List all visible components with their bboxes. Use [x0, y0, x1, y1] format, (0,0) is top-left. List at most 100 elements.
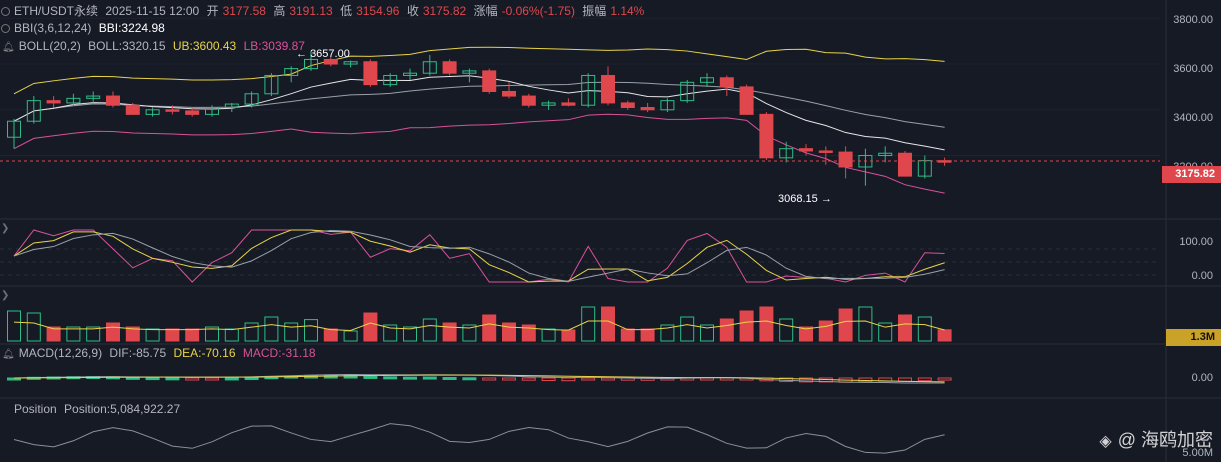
macd-bar	[799, 377, 813, 383]
volume-bar	[502, 322, 516, 342]
kdj-tick: 0.00	[1191, 270, 1213, 282]
macd-dea: DEA:-70.16	[173, 346, 236, 360]
macd-bar	[858, 377, 873, 383]
open-value: 3177.58	[222, 4, 266, 18]
volume-bar	[858, 306, 873, 342]
volume-bar	[284, 322, 299, 342]
macd-bar	[462, 377, 477, 381]
price-tick: 3800.00	[1173, 14, 1213, 26]
close-label: 收	[406, 4, 419, 18]
low-label: 低	[340, 4, 353, 18]
macd-bar	[422, 376, 437, 380]
volume-bar	[165, 328, 180, 342]
volume-bar	[719, 318, 734, 342]
low-annotation-value: 3068.15	[778, 193, 818, 205]
candle-body	[363, 61, 378, 86]
candle-body	[224, 103, 239, 108]
macd-bar	[482, 377, 497, 381]
bell-icon: 🔔︎	[2, 42, 15, 53]
macd-value: MACD:-31.18	[242, 346, 316, 360]
volume-bar	[462, 324, 477, 342]
candle-body	[660, 100, 675, 111]
volume-tag: 1.3M	[1166, 329, 1221, 346]
boll-lb: LB:3039.87	[243, 39, 305, 53]
macd-bar	[185, 377, 200, 381]
volume-bar	[383, 324, 398, 342]
volume-bar	[46, 326, 61, 342]
volume-bar	[640, 328, 655, 342]
volume-bar	[759, 306, 774, 342]
volume-bar	[541, 328, 556, 342]
candle-body	[422, 61, 437, 74]
candle-body	[264, 74, 279, 95]
price-tick: 3400.00	[1173, 112, 1213, 124]
boll-mid-line	[13, 81, 945, 128]
high-label: 高	[273, 4, 286, 18]
last-price-tag: 3175.82	[1162, 166, 1221, 183]
boll-name: BOLL(20,2)	[18, 39, 81, 53]
macd-bar	[383, 376, 398, 380]
candle-body	[145, 109, 160, 115]
volume-bar	[125, 326, 140, 342]
candle-body	[462, 70, 477, 74]
volume-bar	[917, 316, 932, 342]
candle-body	[878, 152, 893, 157]
macd-legend[interactable]: 🔔︎ MACD(12,26,9) DIF:-85.75 DEA:-70.16 MA…	[0, 346, 320, 362]
volume-bar	[26, 312, 41, 342]
collapse-chevron-icon[interactable]: ❯	[1, 290, 10, 301]
boll-legend[interactable]: 🔔︎ BOLL(20,2) BOLL:3320.15 UB:3600.43 LB:…	[0, 39, 309, 55]
volume-bar	[799, 326, 813, 342]
volume-bar	[86, 326, 101, 342]
high-annotation: ← 3657.00	[296, 48, 350, 60]
candle-body	[779, 148, 794, 159]
candle-body	[442, 61, 457, 74]
price-tick: 3600.00	[1173, 63, 1213, 75]
logo-icon: ◈	[1099, 433, 1112, 450]
candle-body	[719, 77, 734, 88]
high-annotation-value: 3657.00	[310, 48, 350, 60]
volume-bar	[660, 324, 675, 342]
candle-body	[482, 70, 497, 92]
macd-bar	[403, 376, 417, 380]
macd-bar	[581, 377, 596, 381]
macd-bar	[165, 377, 180, 381]
low-annotation: 3068.15 →	[778, 193, 832, 205]
candle-body	[700, 77, 714, 83]
collapse-chevron-icon[interactable]: ❯	[1, 223, 10, 234]
volume-bar	[680, 316, 695, 342]
bbi-legend[interactable]: BBI(3,6,12,24) BBI:3224.98	[0, 21, 169, 35]
volume-bar	[878, 322, 893, 342]
macd-bar	[442, 376, 457, 380]
kdj-j-line	[13, 229, 945, 283]
position-tick: 5.00M	[1182, 447, 1213, 459]
macd-bar	[323, 374, 338, 379]
boll-ub: UB:3600.43	[172, 39, 237, 53]
candle-body	[46, 100, 61, 104]
volume-bar	[205, 326, 219, 342]
volume-bar	[244, 322, 259, 342]
boll-mid: BOLL:3320.15	[88, 39, 166, 53]
candle-body	[7, 120, 21, 138]
candle-body	[125, 104, 140, 115]
candle-body	[106, 95, 120, 106]
boll-upper-line	[13, 46, 945, 95]
macd-dea-line	[13, 374, 945, 383]
amp-value: 1.14%	[610, 4, 645, 18]
low-value: 3154.96	[356, 4, 400, 18]
volume-bar	[739, 310, 754, 342]
macd-bar	[937, 377, 952, 381]
watermark-text: @ 海鸥加密	[1117, 430, 1213, 450]
close-value: 3175.82	[422, 4, 467, 18]
candle-body	[680, 81, 695, 102]
candle-body	[403, 72, 417, 76]
macd-name: MACD(12,26,9)	[18, 346, 103, 360]
candle-body	[323, 58, 338, 65]
candle-body	[898, 152, 912, 177]
bbi-dot-icon	[1, 24, 10, 34]
bbi-name: BBI(3,6,12,24)	[14, 21, 92, 35]
macd-bar	[205, 377, 219, 381]
position-legend[interactable]: Position Position:5,084,922.27	[14, 402, 184, 416]
macd-bar	[363, 375, 378, 379]
volume-bar	[838, 308, 853, 342]
